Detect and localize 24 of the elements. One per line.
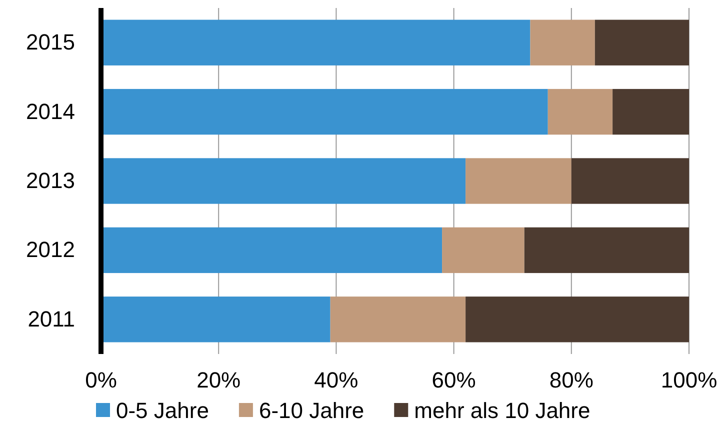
y-tick-label: 2012 [26, 237, 75, 262]
bar [548, 88, 613, 135]
bar [594, 20, 689, 66]
bar [571, 158, 689, 204]
legend-label: 6-10 Jahre [258, 398, 364, 422]
x-tick-label: 80% [549, 368, 594, 393]
y-tick-label: 2015 [26, 30, 75, 55]
x-tick-label: 40% [314, 368, 358, 393]
bar [524, 227, 689, 274]
bar [466, 158, 572, 204]
y-tick-label: 2013 [26, 168, 75, 194]
y-tick-label: 2014 [26, 98, 75, 124]
x-tick-label: 100% [660, 368, 718, 393]
bar [466, 296, 689, 342]
bar [442, 227, 524, 274]
bar [330, 296, 466, 342]
y-tick-label: 2011 [28, 306, 75, 332]
x-tick-label: 60% [432, 368, 476, 393]
legend-label: mehr als 10 Jahre [414, 398, 590, 422]
x-tick-label: 0% [85, 368, 117, 393]
legend-label: 0-5 Jahre [116, 398, 209, 422]
bar [530, 20, 595, 66]
bar [612, 88, 689, 135]
x-tick-label: 20% [196, 368, 241, 393]
